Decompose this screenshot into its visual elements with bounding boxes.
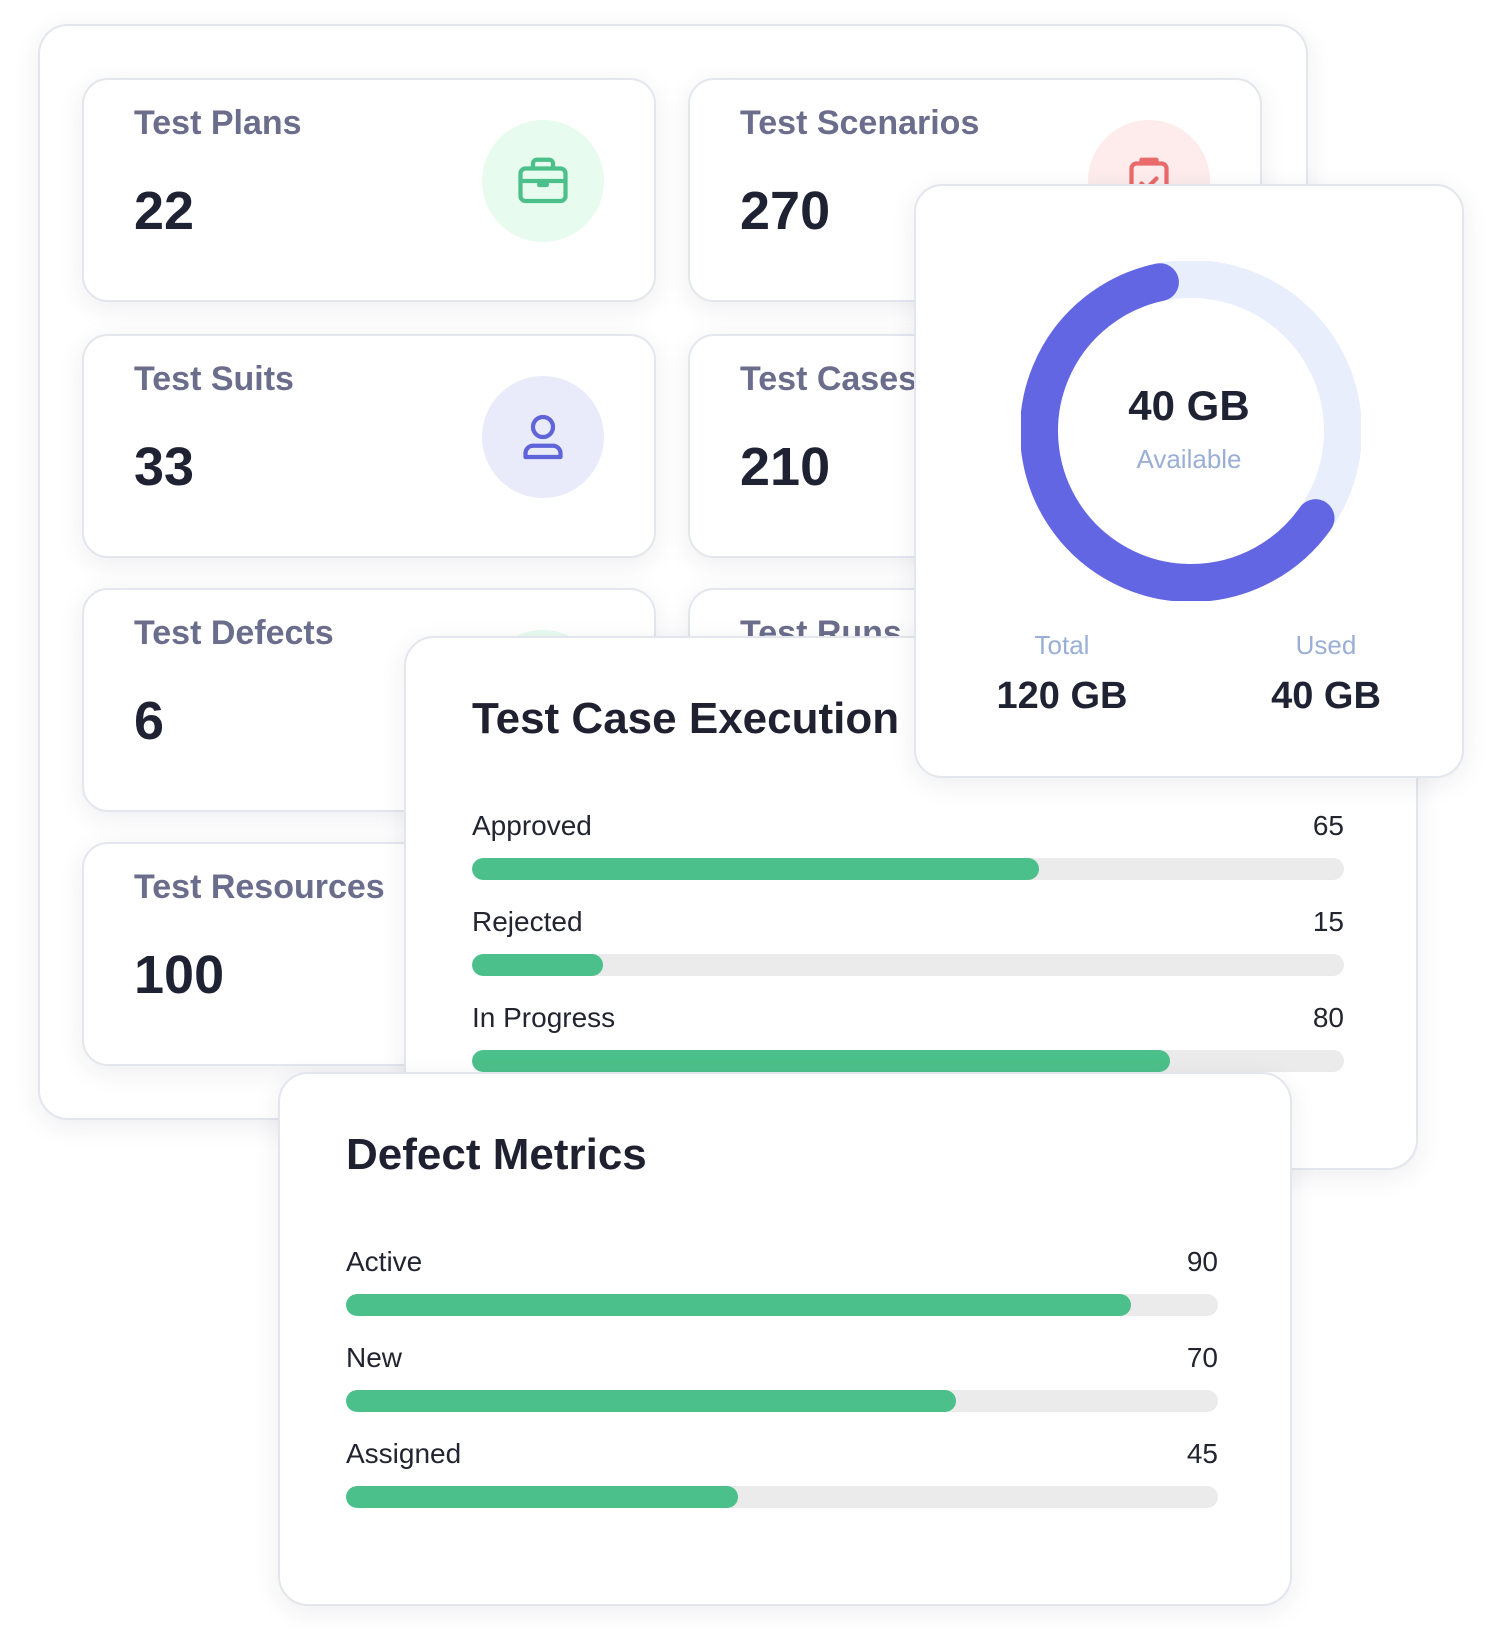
progress-track bbox=[346, 1390, 1218, 1412]
stat-label: Test Plans bbox=[134, 104, 302, 142]
progress-fill bbox=[346, 1294, 1131, 1316]
metric-value: 70 bbox=[1186, 1342, 1218, 1373]
metric-label: Assigned bbox=[346, 1438, 462, 1469]
metric-row-new: New 70 bbox=[346, 1342, 1218, 1422]
stat-label: Test Cases bbox=[740, 360, 918, 398]
stat-label: Test Defects bbox=[134, 614, 334, 652]
stat-card-test-suits[interactable]: Test Suits 33 bbox=[82, 334, 656, 558]
progress-track bbox=[472, 954, 1344, 976]
storage-card: 40 GB Available Total 120 GB Used 40 GB bbox=[914, 184, 1464, 778]
stat-label: Test Scenarios bbox=[740, 104, 980, 142]
progress-fill bbox=[346, 1390, 957, 1412]
metric-row-in-progress: In Progress 80 bbox=[472, 1002, 1344, 1082]
stat-label: Test Resources bbox=[134, 868, 385, 906]
metric-label: In Progress bbox=[472, 1002, 616, 1033]
metric-value: 45 bbox=[1186, 1438, 1218, 1469]
available-value: 40 GB bbox=[1128, 382, 1250, 429]
progress-track bbox=[346, 1294, 1218, 1316]
stat-value: 33 bbox=[134, 437, 195, 497]
progress-fill bbox=[472, 1050, 1170, 1072]
metric-label: New bbox=[346, 1342, 403, 1373]
storage-total: Total 120 GB bbox=[942, 630, 1182, 718]
progress-fill bbox=[472, 954, 603, 976]
stat-value: 22 bbox=[134, 181, 195, 241]
progress-fill bbox=[346, 1486, 739, 1508]
storage-donut bbox=[1021, 261, 1361, 601]
metric-row-assigned: Assigned 45 bbox=[346, 1438, 1218, 1518]
donut-arc bbox=[1021, 263, 1335, 601]
card-title: Test Case Execution bbox=[472, 694, 900, 743]
storage-used: Used 40 GB bbox=[1206, 630, 1446, 718]
metric-row-active: Active 90 bbox=[346, 1246, 1218, 1326]
metric-value: 15 bbox=[1312, 906, 1344, 937]
stat-label: Test Suits bbox=[134, 360, 294, 398]
briefcase-icon bbox=[482, 120, 604, 242]
total-value: 120 GB bbox=[996, 675, 1128, 717]
progress-fill bbox=[472, 858, 1039, 880]
metric-label: Approved bbox=[472, 810, 592, 841]
defect-metrics-card: Defect Metrics Active 90 New 70 Assigned… bbox=[278, 1072, 1292, 1606]
metric-value: 90 bbox=[1186, 1246, 1218, 1277]
available-label: Available bbox=[1136, 444, 1242, 474]
metric-label: Rejected bbox=[472, 906, 583, 937]
progress-track bbox=[472, 1050, 1344, 1072]
metric-value: 65 bbox=[1312, 810, 1344, 841]
stat-value: 100 bbox=[134, 945, 225, 1005]
card-title: Defect Metrics bbox=[346, 1130, 647, 1179]
metric-label: Active bbox=[346, 1246, 423, 1277]
stat-value: 270 bbox=[740, 181, 831, 241]
used-label: Used bbox=[1295, 630, 1357, 660]
metric-row-rejected: Rejected 15 bbox=[472, 906, 1344, 986]
metric-row-approved: Approved 65 bbox=[472, 810, 1344, 890]
stat-value: 6 bbox=[134, 691, 165, 751]
total-label: Total bbox=[1034, 630, 1090, 660]
stat-card-test-plans[interactable]: Test Plans 22 bbox=[82, 78, 656, 302]
used-value: 40 GB bbox=[1271, 675, 1381, 717]
stat-value: 210 bbox=[740, 437, 831, 497]
progress-track bbox=[472, 858, 1344, 880]
progress-track bbox=[346, 1486, 1218, 1508]
metric-value: 80 bbox=[1312, 1002, 1344, 1033]
user-icon bbox=[482, 376, 604, 498]
